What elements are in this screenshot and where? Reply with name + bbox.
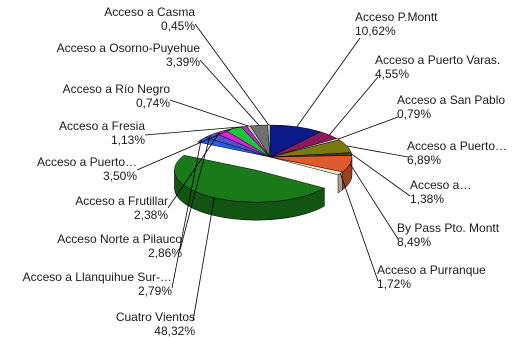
slice-percent-label: 1,72% — [377, 277, 411, 291]
leader-line — [296, 37, 361, 127]
slice-percent-label: 1,38% — [410, 192, 444, 206]
slice-name-label: Acceso a Casma — [104, 5, 195, 19]
leader-line — [167, 131, 221, 209]
slice-percent-label: 10,62% — [355, 24, 396, 38]
slice-percent-label: 3,50% — [103, 169, 137, 183]
pie-slices — [174, 124, 353, 203]
pie-slice-side — [337, 171, 343, 194]
slice-name-label: By Pass Pto. Montt — [397, 221, 500, 235]
slice-percent-label: 3,39% — [166, 55, 200, 69]
leader-line — [329, 76, 379, 136]
slice-name-label: Acceso a Llanquihue Sur-… — [23, 270, 172, 284]
slice-name-label: Acceso a Puerto… — [37, 155, 137, 169]
slice-name-label: Acceso a Frutillar — [75, 194, 168, 208]
slice-percent-label: 0,79% — [397, 107, 431, 121]
slice-percent-label: 0,74% — [136, 96, 170, 110]
slice-percent-label: 48,32% — [154, 324, 195, 338]
leader-line — [169, 99, 249, 127]
slice-name-label: Cuatro Vientos — [116, 310, 195, 324]
leader-line — [144, 126, 244, 136]
leader-line — [199, 59, 260, 126]
slice-name-label: Acceso a Puerto Varas. — [375, 53, 500, 67]
pie-slice — [174, 154, 326, 203]
slice-name-label: Acceso a Osorno-Puyehue — [57, 41, 201, 55]
slice-name-label: Acceso a Puerto… — [407, 139, 507, 153]
slice-percent-label: 2,79% — [138, 284, 172, 298]
slice-percent-label: 2,86% — [148, 246, 182, 260]
slice-percent-label: 0,45% — [161, 19, 195, 33]
slice-percent-label: 4,55% — [375, 67, 409, 81]
slice-percent-label: 6,89% — [407, 153, 441, 167]
leader-line — [171, 139, 202, 289]
leader-line — [337, 116, 399, 140]
slice-name-label: Acceso a Purranque — [377, 263, 486, 277]
leader-line — [346, 145, 409, 158]
slice-name-label: Acceso a San Pablo — [397, 93, 505, 107]
leader-line — [136, 128, 234, 171]
pie-slice — [269, 156, 344, 176]
leader-line — [192, 197, 215, 322]
slice-percent-label: 1,13% — [111, 133, 145, 147]
leader-lines — [136, 23, 411, 322]
slice-name-label: Acceso P.Montt — [355, 10, 438, 24]
leader-line — [339, 173, 379, 282]
pie-slice — [267, 124, 271, 158]
slice-percent-label: 2,38% — [134, 208, 168, 222]
leader-line — [349, 163, 399, 240]
pie-slice — [269, 155, 353, 173]
slice-name-label: Acceso a Fresia — [59, 119, 145, 133]
slice-name-label: Acceso Norte a Pilauco — [57, 232, 182, 246]
leader-line — [351, 153, 411, 197]
leader-line — [194, 23, 270, 126]
slice-name-label: Acceso a… — [410, 178, 471, 192]
slice-name-label: Acceso a Río Negro — [63, 82, 171, 96]
slice-percent-label: 8,49% — [397, 235, 431, 249]
